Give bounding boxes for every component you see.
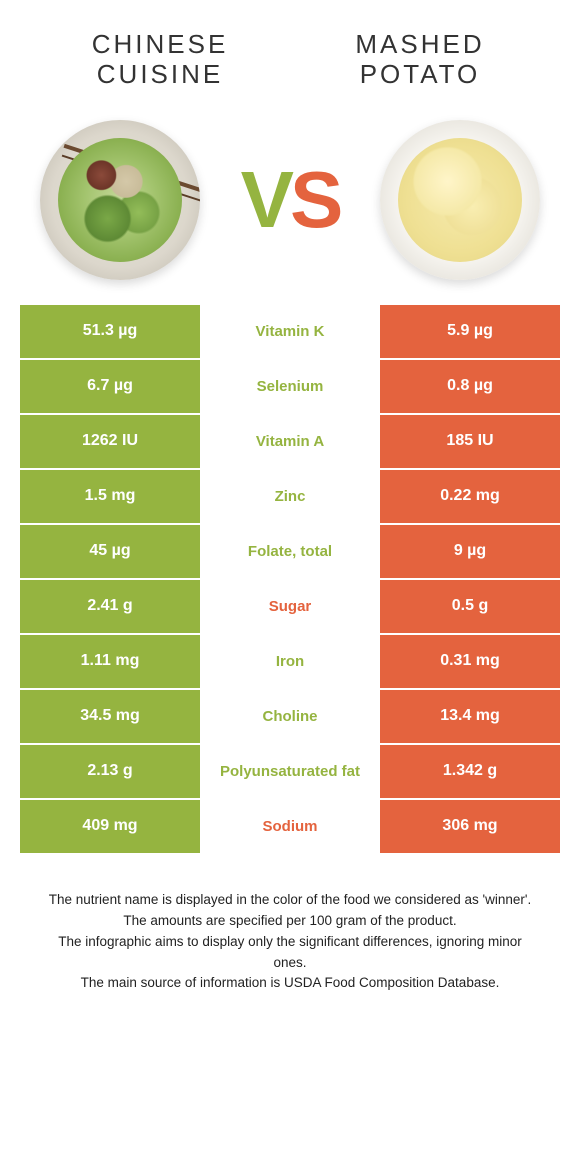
comparison-table: 51.3 µgVitamin K5.9 µg6.7 µgSelenium0.8 …: [20, 305, 560, 853]
table-row: 1262 IUVitamin A185 IU: [20, 415, 560, 468]
right-food-title: Mashed Potato: [310, 30, 530, 90]
nutrient-name: Vitamin K: [200, 305, 380, 358]
nutrient-name: Polyunsaturated fat: [200, 745, 380, 798]
left-value: 1.11 mg: [20, 635, 200, 688]
table-row: 45 µgFolate, total9 µg: [20, 525, 560, 578]
nutrient-name: Vitamin A: [200, 415, 380, 468]
nutrient-name: Sugar: [200, 580, 380, 633]
nutrient-name: Zinc: [200, 470, 380, 523]
table-row: 1.11 mgIron0.31 mg: [20, 635, 560, 688]
right-value: 0.8 µg: [380, 360, 560, 413]
footer-line: The infographic aims to display only the…: [40, 932, 540, 974]
footer-line: The amounts are specified per 100 gram o…: [40, 911, 540, 932]
left-value: 2.41 g: [20, 580, 200, 633]
vs-s: S: [290, 155, 339, 244]
chinese-cuisine-image: [40, 120, 200, 280]
header: Chinese Cuisine Mashed Potato: [0, 0, 580, 90]
left-value: 34.5 mg: [20, 690, 200, 743]
vs-label: VS: [241, 154, 340, 246]
right-value: 185 IU: [380, 415, 560, 468]
table-row: 2.41 gSugar0.5 g: [20, 580, 560, 633]
right-value: 306 mg: [380, 800, 560, 853]
left-value: 51.3 µg: [20, 305, 200, 358]
left-value: 409 mg: [20, 800, 200, 853]
table-row: 409 mgSodium306 mg: [20, 800, 560, 853]
left-value: 2.13 g: [20, 745, 200, 798]
table-row: 51.3 µgVitamin K5.9 µg: [20, 305, 560, 358]
nutrient-name: Selenium: [200, 360, 380, 413]
nutrient-name: Sodium: [200, 800, 380, 853]
left-value: 6.7 µg: [20, 360, 200, 413]
right-value: 13.4 mg: [380, 690, 560, 743]
right-value: 1.342 g: [380, 745, 560, 798]
images-row: VS: [0, 90, 580, 305]
nutrient-name: Choline: [200, 690, 380, 743]
chopsticks-icon: [64, 144, 200, 200]
vs-v: V: [241, 155, 290, 244]
right-value: 0.31 mg: [380, 635, 560, 688]
table-row: 1.5 mgZinc0.22 mg: [20, 470, 560, 523]
right-value: 5.9 µg: [380, 305, 560, 358]
table-row: 34.5 mgCholine13.4 mg: [20, 690, 560, 743]
left-value: 1262 IU: [20, 415, 200, 468]
right-value: 0.22 mg: [380, 470, 560, 523]
nutrient-name: Folate, total: [200, 525, 380, 578]
footer-line: The main source of information is USDA F…: [40, 973, 540, 994]
nutrient-name: Iron: [200, 635, 380, 688]
right-value: 0.5 g: [380, 580, 560, 633]
table-row: 6.7 µgSelenium0.8 µg: [20, 360, 560, 413]
footer-notes: The nutrient name is displayed in the co…: [0, 855, 580, 995]
table-row: 2.13 gPolyunsaturated fat1.342 g: [20, 745, 560, 798]
left-food-title: Chinese Cuisine: [50, 30, 270, 90]
mashed-potato-image: [380, 120, 540, 280]
left-value: 1.5 mg: [20, 470, 200, 523]
left-value: 45 µg: [20, 525, 200, 578]
footer-line: The nutrient name is displayed in the co…: [40, 890, 540, 911]
right-value: 9 µg: [380, 525, 560, 578]
